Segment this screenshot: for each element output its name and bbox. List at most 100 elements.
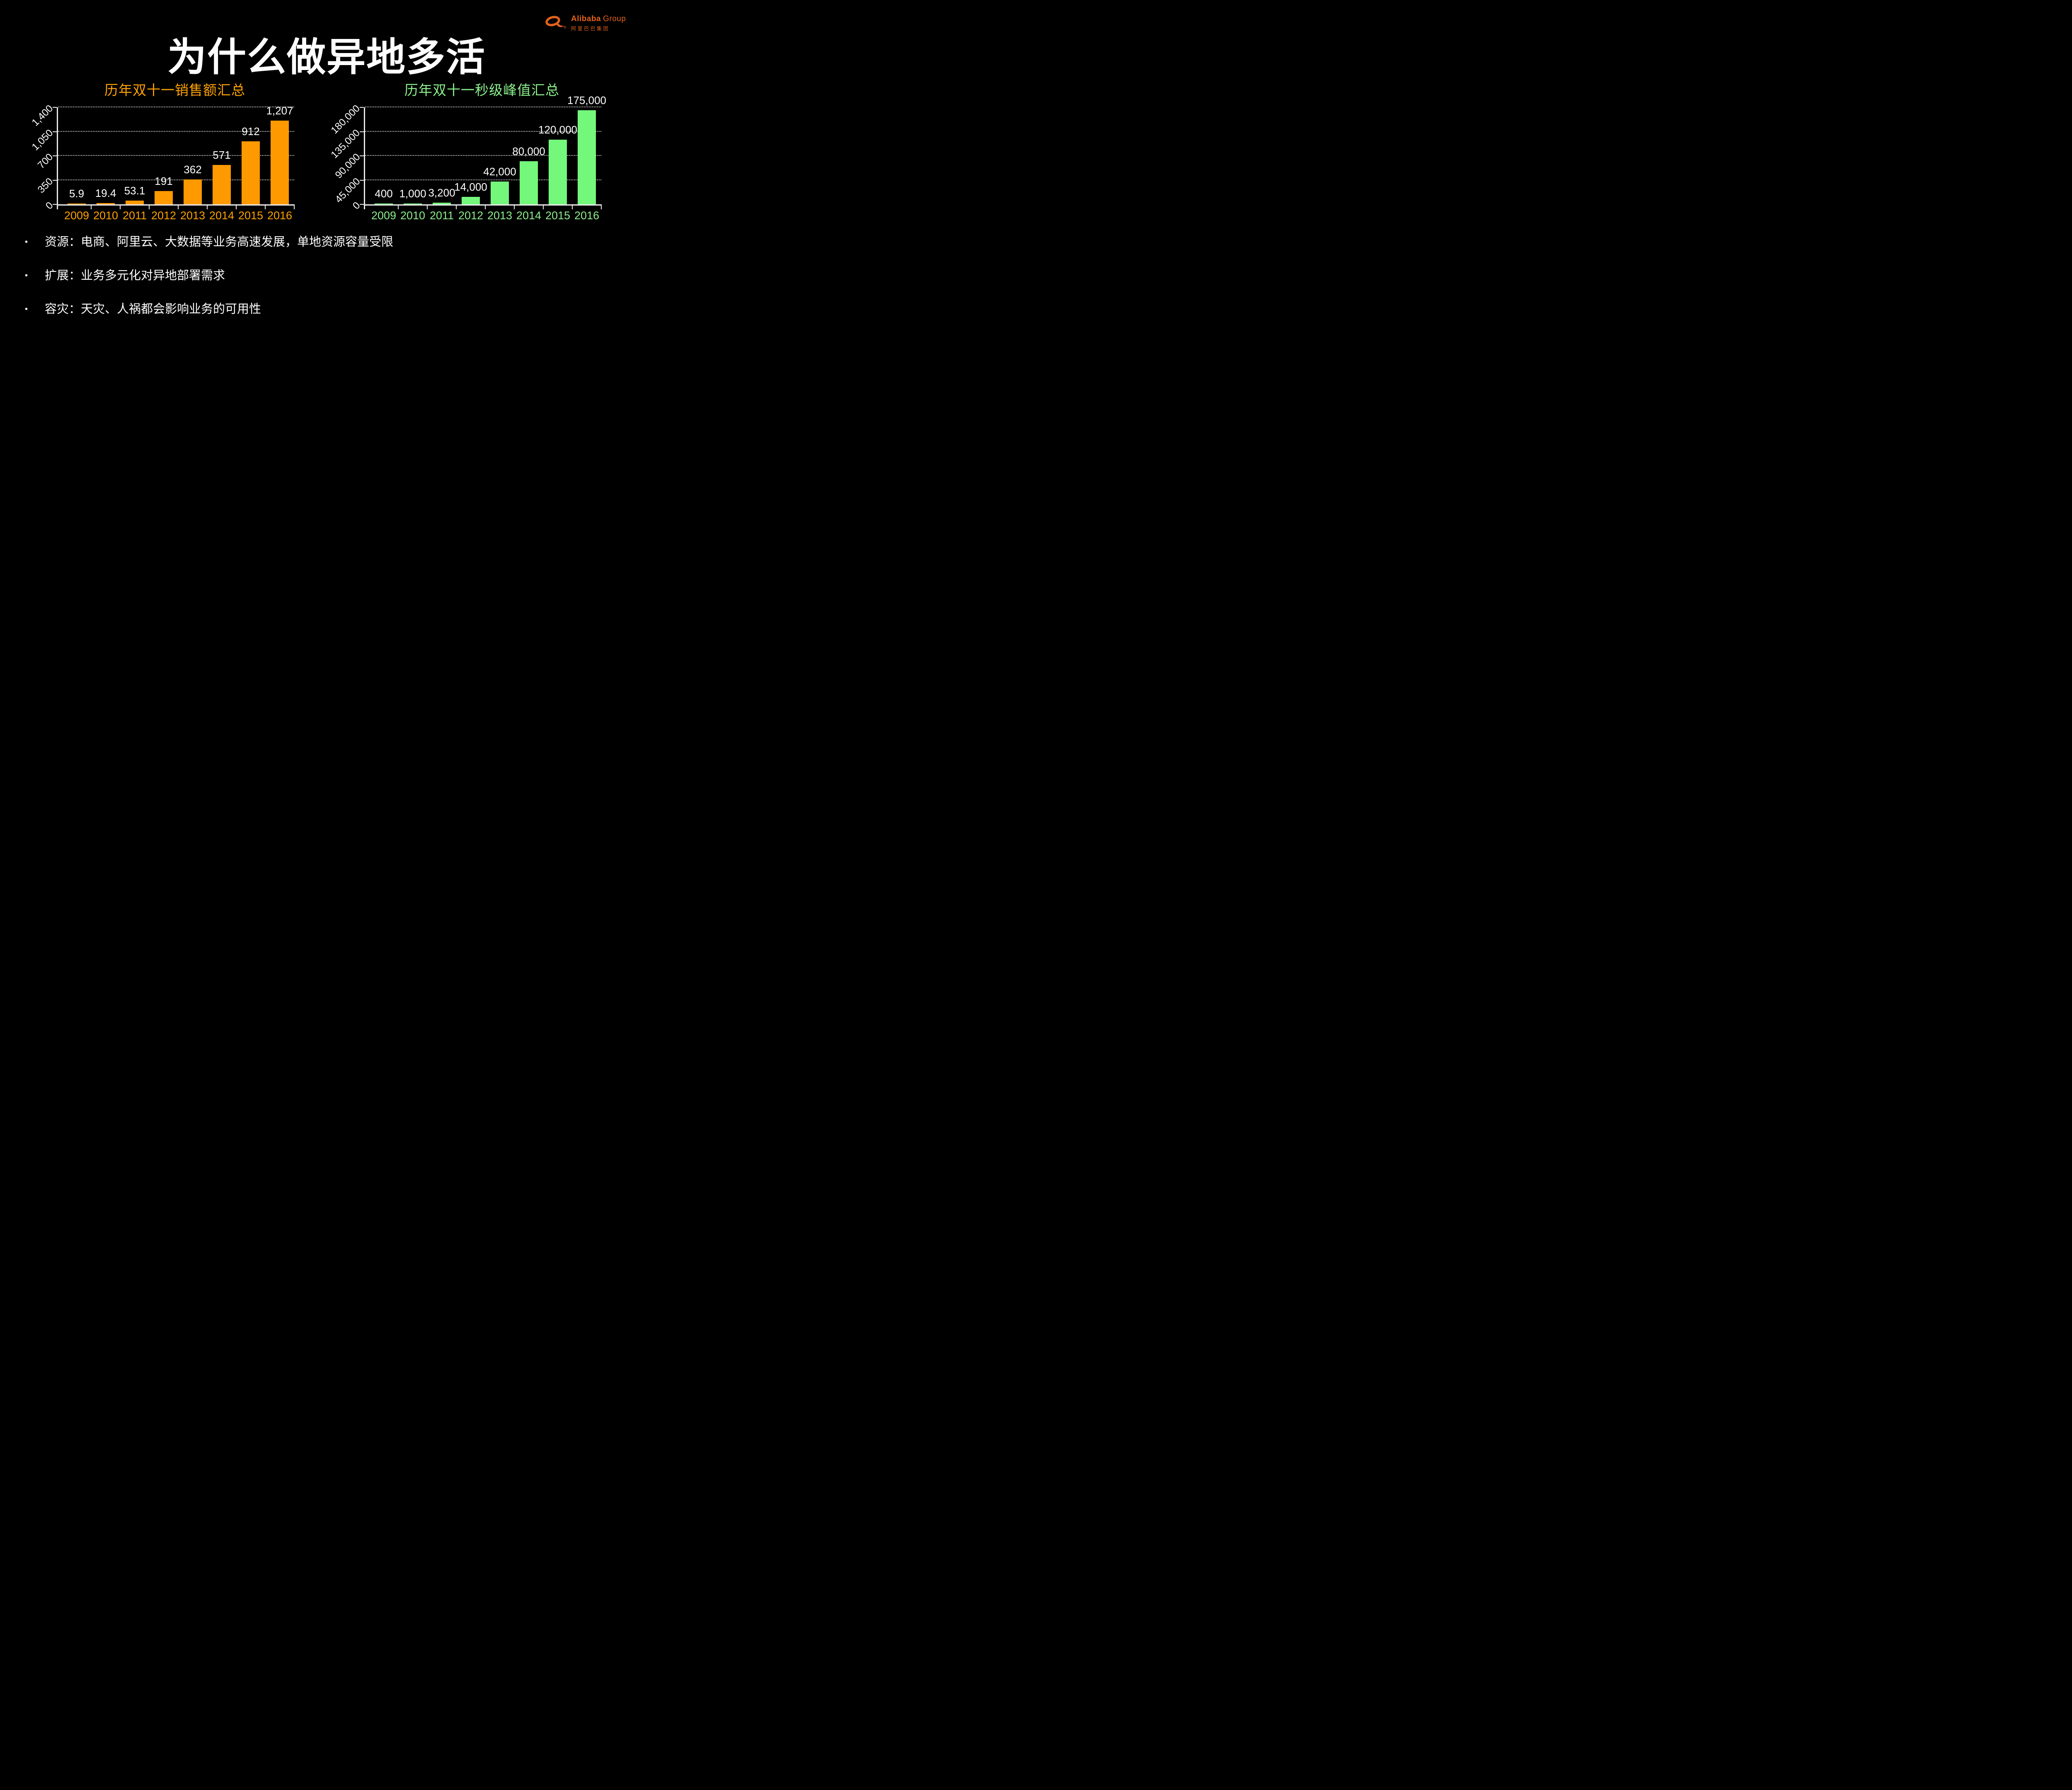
gridline [365, 155, 601, 156]
alibaba-logo-icon [545, 16, 564, 27]
bar-value-label: 42,000 [483, 165, 516, 178]
y-axis-tick [53, 131, 57, 132]
bar-slot: 571 2014 [207, 107, 236, 222]
registered-mark: ® [564, 25, 566, 29]
bar-value-label: 14,000 [454, 180, 487, 193]
bar-value-label: 571 [213, 148, 231, 161]
bar-2016 [271, 121, 289, 204]
bullet-item-expansion: • 扩展：业务多元化对异地部署需求 [25, 268, 613, 283]
logo-chinese-name: 阿里巴巴集团 [571, 26, 610, 31]
x-axis-tick [485, 204, 486, 209]
bullet-text: 扩展：业务多元化对异地部署需求 [45, 269, 225, 282]
bar-2011 [433, 202, 451, 204]
y-axis-label: 700 [35, 151, 56, 171]
x-axis-tick [178, 204, 179, 209]
bar-value-label: 1,207 [266, 104, 293, 117]
bar-value-label: 5.9 [69, 187, 85, 200]
bar-slot: 14,000 2012 [454, 107, 487, 222]
x-axis-label: 2015 [238, 209, 264, 222]
x-axis-label: 2013 [487, 209, 513, 222]
y-axis-label: 0 [350, 200, 363, 212]
bar-slot: 80,000 2014 [512, 107, 545, 222]
x-axis-label: 2015 [545, 209, 571, 222]
bullet-text: 资源：电商、阿里云、大数据等业务高速发展，单地资源容量受限 [45, 235, 394, 249]
x-axis-tick [398, 204, 399, 209]
gridline [58, 155, 294, 156]
x-axis-tick [294, 204, 295, 209]
y-axis-label: 1,050 [29, 127, 56, 153]
x-axis-tick [427, 204, 428, 209]
gridline [365, 131, 601, 132]
alibaba-logo: ® Alibaba Group 阿里巴巴集团 [545, 14, 627, 34]
x-axis-label: 2011 [429, 209, 454, 222]
bar-slot: 42,000 2013 [483, 107, 516, 222]
bar-slot: 191 2012 [149, 107, 178, 222]
logo-brand-suffix: Group [603, 15, 626, 23]
x-axis-label: 2009 [371, 209, 397, 222]
y-axis-label: 350 [35, 175, 56, 196]
bar-2012 [462, 196, 480, 204]
x-axis-label: 2011 [122, 209, 147, 222]
y-axis-label: 1,400 [29, 103, 56, 128]
x-axis-tick [149, 204, 150, 209]
peak-chart-title: 历年双十一秒级峰值汇总 [404, 82, 559, 98]
slide: 为什么做异地多活 ® Alibaba Group 阿里巴巴集团 历年双十一销售额汇… [0, 0, 637, 358]
x-axis-label: 2014 [209, 209, 235, 222]
peak-chart: 历年双十一秒级峰值汇总 0 45,000 90,000 135,000 180,000 4… [329, 77, 606, 234]
bar-slot: 1,000 2010 [398, 107, 427, 222]
y-axis-label: 0 [43, 200, 56, 212]
gridline [58, 131, 294, 132]
x-axis-tick [514, 204, 515, 209]
bar-2009 [375, 203, 393, 204]
bar-2012 [155, 191, 173, 204]
y-axis-label: 45,000 [333, 175, 363, 205]
y-axis-tick [53, 155, 57, 156]
x-axis-tick [543, 204, 544, 209]
bar-2011 [126, 201, 144, 204]
bar-slot: 362 2013 [178, 107, 207, 222]
bar-slot: 912 2015 [236, 107, 265, 222]
x-axis-tick [91, 204, 92, 209]
bar-value-label: 19.4 [95, 187, 116, 199]
gridline [58, 179, 294, 180]
bar-slot: 3,200 2011 [427, 107, 456, 222]
bar-value-label: 3,200 [428, 186, 455, 199]
page-title: 为什么做异地多活 [167, 35, 486, 79]
x-axis-label: 2012 [151, 209, 177, 222]
bar-value-label: 362 [184, 163, 202, 176]
x-axis-label: 2012 [458, 209, 484, 222]
bar-2013 [184, 179, 202, 204]
bar-slot: 175,000 2016 [567, 94, 606, 222]
y-axis-tick [360, 155, 364, 156]
bar-row: 400 2009 1,000 2010 3,200 2011 14,000 2012 42,00… [369, 94, 606, 222]
y-axis-tick [360, 204, 364, 205]
bar-slot: 53.1 2011 [120, 107, 149, 222]
bullet-dot-icon: • [25, 271, 28, 280]
x-axis-tick [236, 204, 237, 209]
x-axis-tick [265, 204, 266, 209]
bar-2010 [97, 203, 115, 204]
bar-2014 [520, 161, 538, 204]
bar-2010 [404, 203, 422, 204]
bullet-dot-icon: • [25, 305, 28, 314]
x-axis-label: 2010 [93, 209, 119, 222]
bar-value-label: 912 [242, 125, 260, 138]
bullet-text: 容灾：天灾、人祸都会影响业务的可用性 [45, 303, 261, 316]
bar-value-label: 80,000 [512, 145, 545, 157]
bar-slot: 5.9 2009 [62, 107, 91, 222]
peak-chart-plot: 0 45,000 90,000 135,000 180,000 400 2009 1,000 2… [329, 94, 606, 222]
bullet-dot-icon: • [25, 237, 28, 247]
bar-row: 5.9 2009 19.4 2010 53.1 2011 191 2012 362 2013 571… [62, 104, 294, 222]
x-axis-label: 2013 [180, 209, 206, 222]
sales-chart: 历年双十一销售额汇总 0 350 700 1,050 1,400 5.9 2009 19.4 2… [29, 77, 295, 234]
bar-value-label: 1,000 [399, 187, 426, 200]
sales-chart-title: 历年双十一销售额汇总 [104, 82, 245, 98]
x-axis-tick [601, 204, 602, 209]
y-axis-tick [360, 179, 364, 181]
bar-2013 [491, 182, 509, 204]
bar-value-label: 191 [155, 175, 173, 188]
bar-value-label: 53.1 [124, 184, 145, 197]
bar-2015 [242, 141, 260, 204]
bullet-item-resource: • 资源：电商、阿里云、大数据等业务高速发展，单地资源容量受限 [25, 235, 613, 249]
bar-slot: 19.4 2010 [91, 107, 120, 222]
